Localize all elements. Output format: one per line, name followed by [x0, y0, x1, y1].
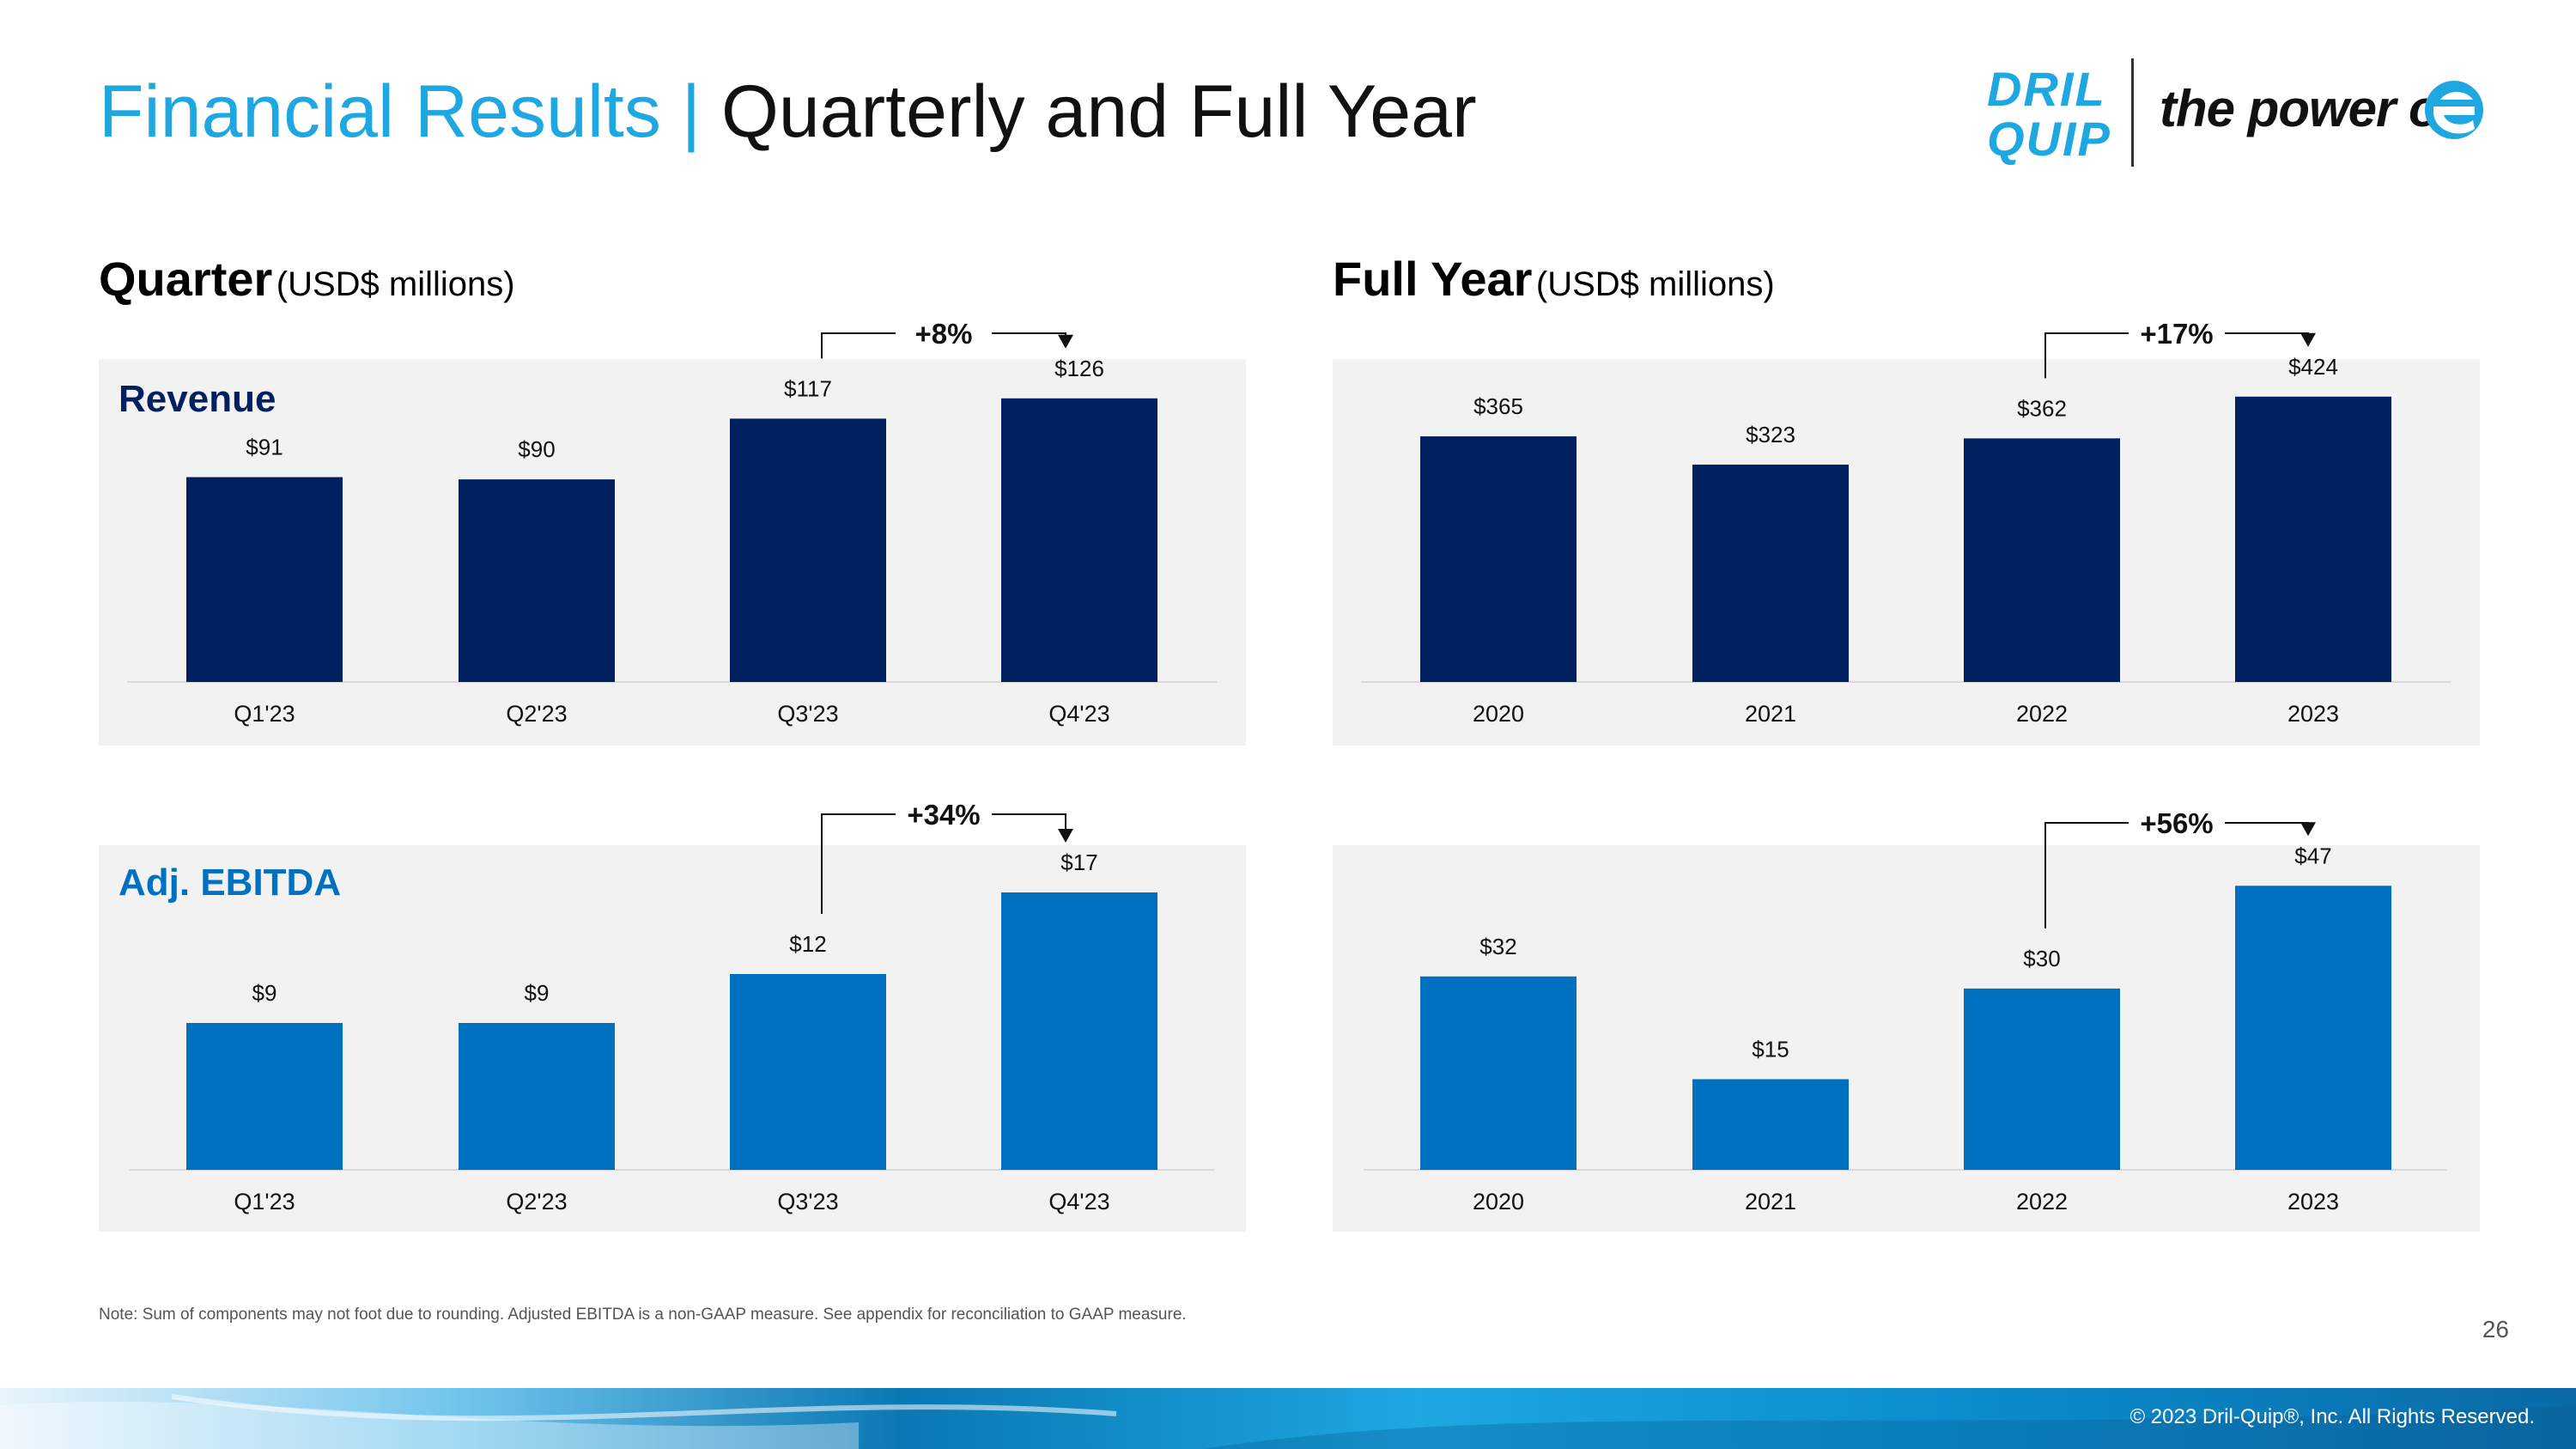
- page-title-main: Financial Results: [99, 70, 661, 153]
- year-ebitda-change-label: +56%: [2140, 807, 2213, 839]
- quarter-revenue-data-label-1: $90: [518, 436, 555, 462]
- quarter-ebitda-change-bracket-right: [992, 813, 1066, 831]
- e-mark-icon: [2425, 81, 2483, 139]
- year-revenue-category-label-2: 2022: [2016, 701, 2068, 727]
- quarter-revenue-change-label: +8%: [915, 318, 973, 350]
- quarter-ebitda-category-label-2: Q3'23: [777, 1189, 838, 1215]
- quarter-revenue-bar-2: [730, 418, 886, 682]
- year-revenue-data-label-1: $323: [1746, 422, 1795, 447]
- quarter-revenue-change-bracket-right: [992, 332, 1066, 337]
- year-ebitda-change-arrow-icon: [2300, 822, 2316, 837]
- year-ebitda-category-label-2: 2022: [2016, 1189, 2068, 1215]
- copyright-text: © 2023 Dril-Quip®, Inc. All Rights Reser…: [2129, 1405, 2535, 1428]
- year-revenue-category-label-3: 2023: [2287, 701, 2339, 727]
- year-revenue-change-label: +17%: [2140, 318, 2213, 350]
- page-title: Financial Results | Quarterly and Full Y…: [99, 60, 1477, 163]
- quarter-revenue-data-label-3: $126: [1054, 356, 1104, 381]
- quarter-revenue-bar-3: [1001, 398, 1157, 682]
- quarter-ebitda-data-label-2: $12: [789, 931, 826, 957]
- logo-divider: [2131, 58, 2134, 167]
- quarter-ebitda-change-arrow-icon: [1058, 829, 1073, 843]
- quarter-ebitda-bar-0: [186, 1023, 343, 1170]
- year-ebitda-bar-3: [2235, 886, 2391, 1170]
- year-ebitda-category-label-1: 2021: [1745, 1189, 1796, 1215]
- quarter-revenue-change-arrow-icon: [1058, 334, 1073, 349]
- year-revenue-change-arrow-icon: [2300, 332, 2316, 347]
- year-ebitda-bar-2: [1964, 988, 2120, 1170]
- quarter-revenue-category-label-2: Q3'23: [777, 701, 838, 727]
- year-ebitda-bar-0: [1420, 976, 1577, 1170]
- year-ebitda-data-label-3: $47: [2294, 843, 2331, 868]
- year-revenue-data-label-3: $424: [2288, 354, 2338, 380]
- quarter-ebitda-data-label-3: $17: [1060, 849, 1097, 875]
- quarter-ebitda-bar-3: [1001, 892, 1157, 1170]
- page-title-sub: Quarterly and Full Year: [720, 70, 1477, 153]
- year-revenue-change-bracket-left: [2044, 332, 2129, 379]
- quarter-ebitda-data-label-1: $9: [525, 980, 550, 1006]
- year-revenue-change-bracket-right: [2225, 332, 2309, 335]
- quarter-revenue-category-label-0: Q1'23: [234, 701, 295, 727]
- logo-word-2: QUIP: [1987, 112, 2111, 166]
- year-ebitda-data-label-0: $32: [1479, 934, 1516, 959]
- quarter-ebitda-bar-1: [459, 1023, 615, 1170]
- company-logo: DRIL QUIP the power of: [1984, 58, 2490, 170]
- year-ebitda-category-label-3: 2023: [2287, 1189, 2339, 1215]
- quarter-revenue-data-label-0: $91: [246, 435, 283, 460]
- quarter-ebitda-change-label: +34%: [907, 799, 980, 831]
- year-ebitda-change-bracket-left: [2044, 822, 2129, 928]
- quarter-revenue-category-label-1: Q2'23: [506, 701, 567, 727]
- year-revenue-data-label-0: $365: [1473, 393, 1523, 419]
- quarter-ebitda-change-bracket-left: [821, 813, 896, 914]
- page-number: 26: [2482, 1316, 2509, 1342]
- year-ebitda-data-label-2: $30: [2023, 946, 2060, 971]
- page-title-separator: |: [681, 70, 702, 153]
- quarter-revenue-category-label-3: Q4'23: [1048, 701, 1109, 727]
- full-year-heading-unit: (USD$ millions): [1535, 265, 1775, 303]
- quarter-revenue-change-bracket-left: [821, 332, 896, 359]
- year-revenue-data-label-2: $362: [2017, 395, 2067, 421]
- revenue-panel-label: Revenue: [118, 378, 276, 420]
- footnote: Note: Sum of components may not foot due…: [99, 1306, 1187, 1324]
- ebitda-panel-label: Adj. EBITDA: [118, 861, 342, 904]
- quarter-ebitda-data-label-0: $9: [252, 980, 277, 1006]
- quarter-ebitda-bar-2: [730, 974, 886, 1170]
- quarter-revenue-bar-1: [459, 479, 615, 682]
- full-year-heading-title: Full Year: [1333, 252, 1533, 306]
- footer-swoosh-graphic: [0, 1394, 2576, 1449]
- year-ebitda-bar-1: [1692, 1079, 1849, 1170]
- year-revenue-bar-3: [2235, 396, 2391, 682]
- quarter-heading: Quarter (USD$ millions): [99, 251, 515, 307]
- quarter-ebitda-category-label-0: Q1'23: [234, 1189, 295, 1215]
- quarter-ebitda-category-label-3: Q4'23: [1048, 1189, 1109, 1215]
- year-ebitda-data-label-1: $15: [1752, 1036, 1789, 1062]
- year-revenue-category-label-1: 2021: [1745, 701, 1796, 727]
- quarter-heading-title: Quarter: [99, 252, 273, 306]
- footer-banner: [0, 1388, 2576, 1449]
- quarter-heading-unit: (USD$ millions): [276, 265, 515, 303]
- quarter-revenue-data-label-2: $117: [784, 375, 832, 401]
- year-revenue-category-label-0: 2020: [1473, 701, 1524, 727]
- quarter-revenue-bar-0: [186, 477, 343, 682]
- year-revenue-bar-0: [1420, 436, 1577, 682]
- year-revenue-bar-2: [1964, 438, 2120, 682]
- year-ebitda-category-label-0: 2020: [1473, 1189, 1524, 1215]
- year-ebitda-change-bracket-right: [2225, 822, 2309, 825]
- full-year-heading: Full Year (USD$ millions): [1333, 251, 1775, 307]
- logo-tagline: the power of: [2160, 80, 2457, 137]
- quarter-ebitda-category-label-1: Q2'23: [506, 1189, 567, 1215]
- year-revenue-bar-1: [1692, 464, 1849, 682]
- dril-quip-logo: DRIL QUIP: [1984, 65, 2112, 167]
- logo-word-1: DRIL: [1987, 62, 2106, 116]
